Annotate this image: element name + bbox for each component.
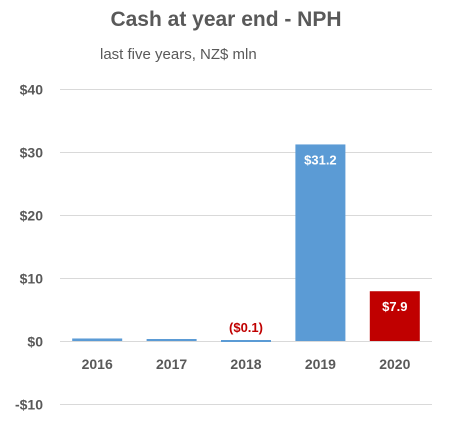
x-tick-label-2016: 2016: [82, 356, 113, 372]
x-tick-label-2019: 2019: [305, 356, 336, 372]
bar-2020: [369, 291, 420, 341]
bar-2018: [221, 340, 271, 342]
gridlines: [60, 89, 432, 405]
bar-2017: [146, 339, 197, 341]
x-tick-label-2018: 2018: [230, 356, 261, 372]
data-label-2019: $31.2: [304, 152, 337, 167]
data-labels: ($0.1) $31.2 $7.9: [229, 152, 407, 335]
chart-title: Cash at year end - NPH: [110, 8, 342, 31]
x-tick-label-2020: 2020: [379, 356, 410, 372]
y-tick-label: $10: [20, 271, 44, 287]
y-axis-tick-labels: -$10 $0 $10 $20 $30 $40: [15, 82, 43, 413]
x-axis-tick-labels: 2016 2017 2018 2019 2020: [82, 356, 411, 372]
y-tick-label: $20: [20, 208, 44, 224]
y-tick-label: $0: [27, 334, 43, 350]
data-label-2020: $7.9: [382, 299, 407, 314]
bar-2016: [72, 338, 123, 341]
y-tick-label: $30: [20, 145, 44, 161]
bars: [72, 144, 420, 342]
x-tick-label-2017: 2017: [156, 356, 187, 372]
y-tick-label: $40: [20, 82, 44, 98]
chart-subtitle: last five years, NZ$ mln: [100, 46, 257, 63]
data-label-2018: ($0.1): [229, 320, 263, 335]
y-tick-label: -$10: [15, 397, 43, 413]
bar-2019: [295, 144, 346, 341]
